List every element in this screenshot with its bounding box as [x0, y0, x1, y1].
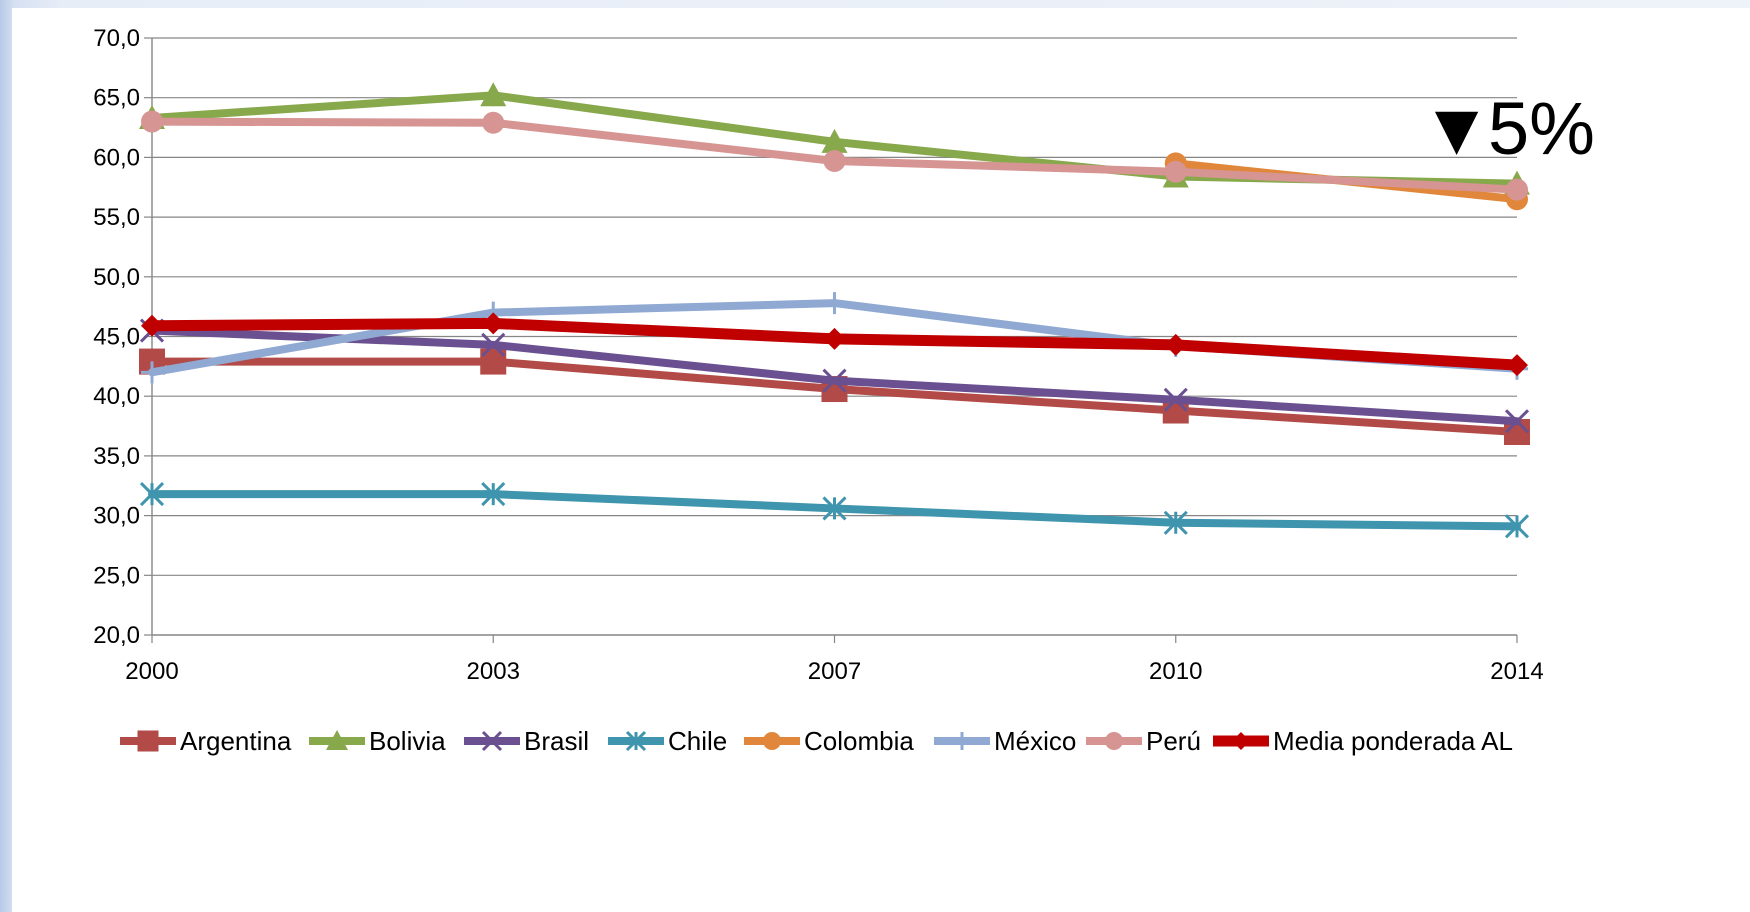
y-tick-label: 35,0	[93, 443, 140, 470]
data-point	[823, 292, 846, 315]
legend-item-media-ponderada-al: Media ponderada AL	[1213, 726, 1513, 756]
series-chile	[139, 482, 1530, 539]
data-point	[480, 82, 507, 107]
y-tick-label: 60,0	[93, 144, 140, 171]
legend-label: Perú	[1146, 726, 1201, 756]
y-tick-label: 40,0	[93, 383, 140, 410]
legend-item-bolivia: Bolivia	[309, 726, 446, 756]
x-tick-label: 2014	[1490, 658, 1543, 685]
legend-item-chile: Chile	[608, 726, 727, 756]
legend-label: Colombia	[804, 726, 914, 756]
x-tick-label: 2003	[467, 658, 520, 685]
y-tick-label: 20,0	[93, 622, 140, 649]
x-tick-label: 2010	[1149, 658, 1202, 685]
data-point	[482, 312, 505, 335]
data-point	[1504, 514, 1530, 539]
y-tick-label: 55,0	[93, 204, 140, 231]
legend-label: Bolivia	[369, 726, 446, 756]
data-point	[953, 732, 971, 750]
data-point	[1506, 354, 1528, 377]
data-point	[822, 496, 847, 521]
series-perú	[141, 110, 1528, 201]
data-point	[1504, 409, 1530, 434]
legend-item-perú: Perú	[1086, 726, 1201, 756]
change-annotation-arrow-icon: ▼	[1420, 87, 1493, 170]
data-point	[763, 732, 781, 750]
data-point	[482, 111, 505, 134]
data-point	[625, 730, 647, 752]
legend-item-colombia: Colombia	[744, 726, 914, 756]
legend-label: Media ponderada AL	[1273, 726, 1513, 756]
y-tick-label: 30,0	[93, 503, 140, 530]
data-point	[1163, 387, 1188, 412]
data-point	[137, 730, 159, 752]
data-point	[481, 730, 503, 752]
data-point	[326, 730, 348, 750]
y-tick-label: 25,0	[93, 562, 140, 589]
data-point	[481, 482, 506, 507]
legend: Argentina Bolivia Brasil Chile Colombia Méxic…	[120, 726, 1513, 756]
series-lines	[139, 82, 1530, 539]
data-point	[823, 327, 846, 350]
x-tick-label: 2000	[125, 658, 178, 685]
data-point	[139, 482, 165, 507]
data-point	[481, 332, 506, 357]
change-annotation: ▼ 5%	[1420, 87, 1595, 170]
data-point	[1164, 333, 1187, 356]
legend-item-brasil: Brasil	[464, 726, 589, 756]
chart-panel: 70,0 65,0 60,0 55,0 50,0 45,0 40,0 35,0 30,0 25,0…	[12, 8, 1750, 912]
x-tick-label: 2007	[808, 658, 861, 685]
data-point	[1105, 732, 1123, 750]
legend-label: Brasil	[524, 726, 589, 756]
legend-label: México	[994, 726, 1076, 756]
data-point	[141, 110, 163, 133]
y-tick-label: 45,0	[93, 324, 140, 351]
data-point	[1163, 510, 1188, 535]
change-annotation-text: 5%	[1488, 87, 1595, 170]
series-media-ponderada-al	[141, 312, 1528, 377]
data-point	[1164, 160, 1187, 183]
data-point	[1232, 732, 1250, 750]
data-point	[823, 149, 846, 172]
axes: 70,0 65,0 60,0 55,0 50,0 45,0 40,0 35,0 30,0 25,0…	[93, 25, 1543, 685]
legend-label: Chile	[668, 726, 727, 756]
data-point	[822, 368, 847, 393]
y-tick-label: 50,0	[93, 264, 140, 291]
y-tick-label: 70,0	[93, 25, 140, 52]
data-point	[1506, 178, 1528, 201]
line-chart: 70,0 65,0 60,0 55,0 50,0 45,0 40,0 35,0 30,0 25,0…	[93, 25, 1595, 756]
legend-item-argentina: Argentina	[120, 726, 292, 756]
legend-label: Argentina	[180, 726, 292, 756]
y-tick-label: 65,0	[93, 85, 140, 112]
legend-item-méxico: México	[934, 726, 1076, 756]
data-point	[821, 128, 848, 153]
data-point	[141, 314, 163, 337]
data-point	[141, 361, 163, 384]
